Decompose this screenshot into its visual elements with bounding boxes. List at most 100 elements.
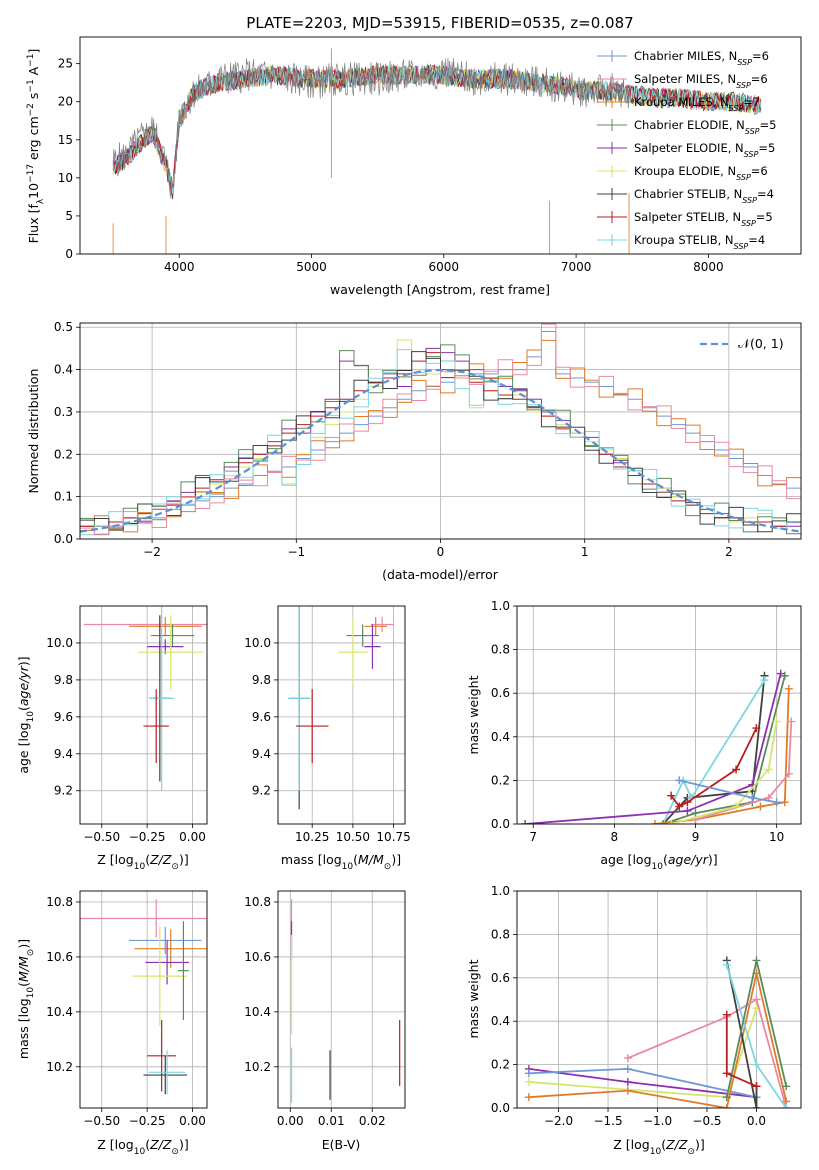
label-part: −17 [26,164,36,183]
label-part: Flux [f [26,204,41,244]
spectrum-axes: 4000 5000 6000 7000 8000 0 5 10 15 20 25 [58,36,802,274]
label-part: −1 [26,54,36,67]
x-tick-label: 8 [611,830,619,844]
label-part: mass [log [16,998,31,1059]
histogram-step-chabrier-stelib [80,351,801,533]
label-part: E(B-V) [322,1137,361,1152]
legend-entry: Kroupa ELODIE, NSSP=6 [634,164,768,182]
legend-model: Salpeter ELODIE, N [634,141,744,155]
weight-z-marker [623,1054,632,1063]
age-mass-point [346,624,379,647]
weight-age-marker [683,798,692,807]
weight-age-plot-area [521,669,796,824]
y-tick-label: 9.4 [54,747,73,761]
weight-z-marker [782,1104,791,1108]
label-part: )] [179,1137,189,1152]
weight-age-marker [784,684,793,693]
weight-z-marker [623,1064,632,1073]
legend-model: Salpeter STELIB, N [634,210,741,224]
y-tick-label: 0.2 [491,773,510,787]
label-part: Z/Z [149,852,172,867]
y-tick-label: 5 [65,209,73,223]
weight-age-marker [780,798,789,807]
mass-z-point [143,1055,188,1095]
x-tick-label: −2 [143,545,161,559]
weight-age-marker [650,820,659,824]
weight-z-line [725,960,758,1108]
label-part: ⊙ [171,1147,179,1157]
weight-age-marker [776,669,785,678]
y-tick-label: 10.0 [46,636,73,650]
label-part: ( [16,706,31,711]
weight-age-marker [683,806,692,815]
weight-age-marker [752,724,761,733]
x-tick-label: −0.5 [692,1114,721,1128]
label-part: λ [36,198,46,204]
weight-age-line [654,688,790,824]
x-tick-label: 10 [769,830,784,844]
weight-age-marker [787,717,796,726]
label-part: ( [661,1137,666,1152]
mass-z-point [147,1020,177,1092]
axes-frame [516,605,802,825]
label-part: ( [353,852,358,867]
weight-z-marker [752,1082,761,1091]
legend-sub: SSP [737,58,752,67]
label-part: ⊙ [26,949,36,957]
x-tick-label: −1.0 [643,1114,672,1128]
x-tick-label: 10.50 [336,830,370,844]
legend-sub: SSP [729,104,744,113]
label-part: ( [663,852,668,867]
y-tick-label: 20 [58,95,73,109]
weight-age-marker [732,765,741,774]
mass-z-xlabel: Z [log10(Z/Z⊙)] [97,1137,188,1157]
spectrum-ylabel: Flux [fλ10−17 erg cm−2 s−1 A−1] [26,49,46,244]
weight-z-marker [722,1010,731,1019]
weight-age-marker [784,769,793,778]
weight-z-line [528,973,788,1108]
label-part: erg cm [26,116,41,164]
label-part: )] [695,1137,705,1152]
legend-value: =4 [748,233,765,247]
gauss-legend-label: 𝒩(0, 1) [738,336,784,351]
weight-age-marker [659,820,668,824]
legend-entry: Kroupa STELIB, NSSP=4 [634,233,765,251]
y-tick-label: 10 [58,171,73,185]
age-z-xlabel: Z [log10(Z/Z⊙)] [97,852,188,872]
histogram-ylabel: Normed distribution [26,369,41,494]
x-tick-label: 1 [581,545,589,559]
y-tick-label: 0.6 [491,971,510,985]
histogram-plot-area [80,323,801,536]
label-part: )] [179,852,189,867]
y-tick-label: 9.6 [252,710,271,724]
label-part: )] [16,656,31,666]
weight-z-ylabel: mass weight [466,959,481,1038]
label-part: Z/Z [665,1137,688,1152]
y-tick-label: 15 [58,133,73,147]
y-tick-label: 10.8 [46,895,73,909]
x-tick-label: 7 [529,830,537,844]
weight-z-plot-area [524,956,791,1108]
weight-age-ylabel: mass weight [466,675,481,754]
label-part: M/M [16,956,31,982]
x-tick-label: −1 [287,545,305,559]
mass-ebv-xlabel: E(B-V) [322,1137,361,1152]
y-tick-label: 1.0 [491,599,510,613]
label-part: )] [16,939,31,949]
y-tick-label: 9.8 [252,673,271,687]
legend-entry: Chabrier ELODIE, NSSP=5 [634,118,776,136]
figure-title: PLATE=2203, MJD=53915, FIBERID=0535, z=0… [246,14,633,32]
label-part: (data-model)/error [382,567,499,582]
y-tick-label: 9.6 [54,710,73,724]
weight-z-marker [524,1093,533,1102]
legend-entry: Chabrier MILES, NSSP=6 [634,49,769,67]
x-tick-label: 0 [437,545,445,559]
age-z-point [147,639,184,655]
mass-z-plot-area [80,899,207,1095]
y-tick-label: 0.4 [491,1014,510,1028]
legend-model: Salpeter MILES, N [634,72,736,86]
label-part: ⊙ [384,862,392,872]
legend-entry: Kroupa MILES, NSSP=7 [634,95,760,113]
y-tick-label: 0.0 [491,817,510,831]
